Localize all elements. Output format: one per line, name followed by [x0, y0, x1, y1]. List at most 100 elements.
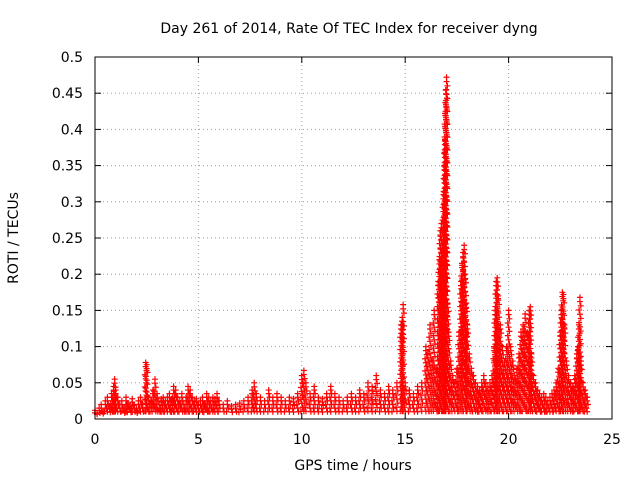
data-point: [494, 278, 501, 285]
data-point: [144, 369, 151, 376]
data-point: [143, 377, 150, 384]
data-point: [369, 401, 376, 408]
data-point: [461, 309, 468, 316]
data-point: [465, 330, 472, 337]
data-point: [437, 233, 444, 240]
data-point: [399, 352, 406, 359]
data-point: [469, 373, 476, 380]
data-point: [414, 397, 421, 404]
data-point: [144, 392, 151, 399]
data-point: [368, 405, 375, 412]
data-point: [495, 297, 502, 304]
data-point: [141, 383, 148, 390]
data-point: [400, 374, 407, 381]
data-point: [426, 346, 433, 353]
data-point: [400, 318, 407, 325]
x-tick-label: 0: [91, 432, 100, 448]
data-point: [562, 354, 569, 361]
data-point: [442, 112, 449, 119]
data-point: [373, 388, 380, 395]
data-point: [505, 311, 512, 318]
data-point: [495, 309, 502, 316]
data-point: [361, 397, 368, 404]
data-point: [443, 232, 450, 239]
y-tick-label: 0.2: [61, 267, 83, 283]
data-point: [577, 370, 584, 377]
data-point: [443, 296, 450, 303]
data-point: [443, 325, 450, 332]
data-point: [443, 155, 450, 162]
data-point: [294, 405, 301, 412]
data-point: [405, 408, 412, 415]
data-point: [303, 387, 310, 394]
data-point: [172, 390, 179, 397]
data-point: [527, 363, 534, 370]
data-point: [460, 280, 467, 287]
data-point: [497, 338, 504, 345]
data-point: [577, 302, 584, 309]
data-point: [399, 314, 406, 321]
data-point: [393, 404, 400, 411]
data-point: [529, 384, 536, 391]
data-point: [432, 400, 439, 407]
data-point: [443, 181, 450, 188]
data-point: [479, 384, 486, 391]
data-point: [130, 402, 137, 409]
data-point: [302, 396, 309, 403]
data-point: [576, 298, 583, 305]
data-point: [506, 340, 513, 347]
data-point: [443, 78, 450, 85]
data-point: [445, 345, 452, 352]
data-point: [444, 249, 451, 256]
data-point: [464, 338, 471, 345]
y-tick-label: 0.15: [52, 303, 83, 319]
data-point: [194, 402, 201, 409]
chart-title: Day 261 of 2014, Rate Of TEC Index for r…: [160, 21, 537, 37]
data-point: [462, 301, 469, 308]
data-point: [444, 288, 451, 295]
data-point: [376, 397, 383, 404]
data-point: [302, 404, 309, 411]
data-point: [442, 151, 449, 158]
data-point: [322, 401, 329, 408]
data-point: [504, 332, 511, 339]
data-point: [469, 384, 476, 391]
data-point: [252, 401, 259, 408]
data-point: [443, 245, 450, 252]
data-point: [498, 330, 505, 337]
x-tick-label: 20: [500, 432, 518, 448]
data-point: [454, 396, 461, 403]
data-point: [527, 320, 534, 327]
data-point: [445, 308, 452, 315]
data-point: [560, 320, 567, 327]
data-point: [443, 206, 450, 213]
data-point: [384, 394, 391, 401]
data-point: [470, 376, 477, 383]
data-point: [312, 390, 319, 397]
data-point: [468, 369, 475, 376]
y-axis-label: ROTI / TECUs: [6, 192, 22, 284]
data-point: [414, 387, 421, 394]
data-point: [518, 358, 525, 365]
data-point: [508, 351, 515, 358]
data-point: [444, 354, 451, 361]
data-point: [577, 340, 584, 347]
data-point: [399, 338, 406, 345]
data-point: [443, 271, 450, 278]
data-point: [364, 396, 371, 403]
data-point: [527, 387, 534, 394]
data-point: [559, 341, 566, 348]
data-point: [584, 408, 591, 415]
data-point: [476, 401, 483, 408]
data-point: [265, 390, 272, 397]
data-point: [582, 390, 589, 397]
data-point: [444, 211, 451, 218]
data-point: [576, 344, 583, 351]
data-point: [443, 91, 450, 98]
data-point: [360, 394, 367, 401]
y-tick-label: 0.3: [61, 195, 83, 211]
data-point: [484, 387, 491, 394]
data-point: [476, 390, 483, 397]
data-point: [576, 336, 583, 343]
data-point: [461, 259, 468, 266]
